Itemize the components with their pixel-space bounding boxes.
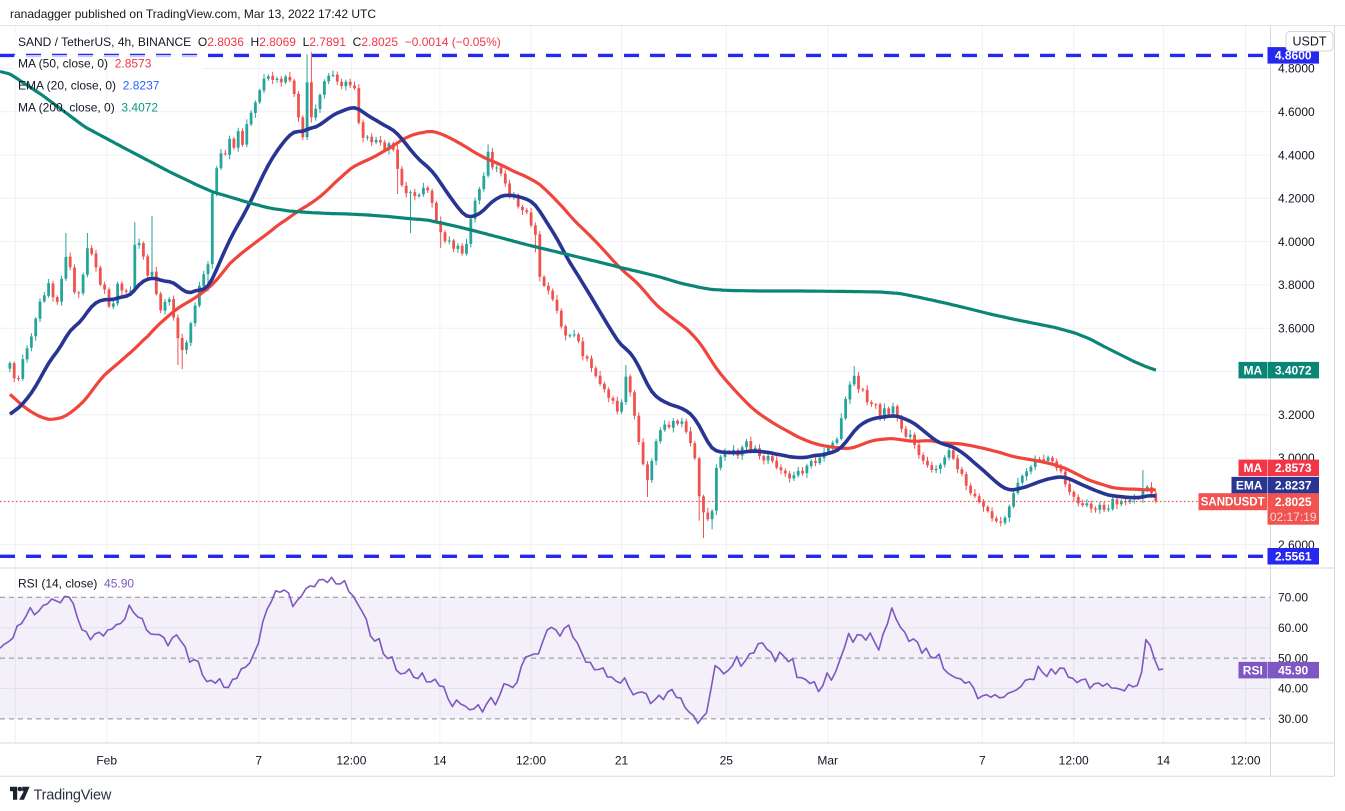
svg-text:2.8025: 2.8025 xyxy=(1275,495,1312,509)
svg-text:25: 25 xyxy=(720,754,734,768)
svg-text:7: 7 xyxy=(255,754,262,768)
svg-text:12:00: 12:00 xyxy=(516,754,546,768)
svg-text:EMA: EMA xyxy=(1236,478,1263,492)
svg-text:TradingView: TradingView xyxy=(34,788,112,804)
svg-text:14: 14 xyxy=(1157,754,1171,768)
svg-text:2.5561: 2.5561 xyxy=(1275,550,1312,564)
svg-text:4.8600: 4.8600 xyxy=(1275,49,1312,63)
svg-text:2.8573: 2.8573 xyxy=(1275,461,1312,475)
svg-text:MA: MA xyxy=(1243,461,1262,475)
svg-text:4.4000: 4.4000 xyxy=(1278,148,1315,162)
svg-text:MA (50, close, 0) 2.8573: MA (50, close, 0) 2.8573 xyxy=(18,57,152,71)
svg-text:ranadagger published on Tradin: ranadagger published on TradingView.com,… xyxy=(10,7,376,21)
svg-text:MA: MA xyxy=(1243,363,1262,377)
svg-text:MA (200, close, 0) 3.4072: MA (200, close, 0) 3.4072 xyxy=(18,101,158,115)
svg-text:3.6000: 3.6000 xyxy=(1278,321,1315,335)
svg-text:30.00: 30.00 xyxy=(1278,712,1308,726)
svg-text:RSI (14, close) 45.90: RSI (14, close) 45.90 xyxy=(18,577,134,591)
svg-text:45.90: 45.90 xyxy=(1278,663,1308,677)
svg-text:4.2000: 4.2000 xyxy=(1278,192,1315,206)
svg-text:4.8000: 4.8000 xyxy=(1278,62,1315,76)
svg-text:Feb: Feb xyxy=(96,754,117,768)
svg-text:EMA (20, close, 0) 2.8237: EMA (20, close, 0) 2.8237 xyxy=(18,79,160,93)
svg-text:Mar: Mar xyxy=(817,754,838,768)
svg-text:12:00: 12:00 xyxy=(1230,754,1260,768)
svg-text:7: 7 xyxy=(979,754,986,768)
svg-text:SANDUSDT: SANDUSDT xyxy=(1201,497,1265,509)
svg-text:4.6000: 4.6000 xyxy=(1278,105,1315,119)
svg-text:12:00: 12:00 xyxy=(336,754,366,768)
svg-text:50.00: 50.00 xyxy=(1278,651,1308,665)
svg-text:4.0000: 4.0000 xyxy=(1278,235,1315,249)
svg-text:02:17:19: 02:17:19 xyxy=(1270,510,1317,524)
svg-text:3.2000: 3.2000 xyxy=(1278,408,1315,422)
svg-text:3.8000: 3.8000 xyxy=(1278,278,1315,292)
svg-text:12:00: 12:00 xyxy=(1059,754,1089,768)
svg-text:SAND / TetherUS, 4h, BINANCE: SAND / TetherUS, 4h, BINANCE O2.8036 H2.… xyxy=(18,35,501,49)
svg-text:3.4072: 3.4072 xyxy=(1275,363,1312,377)
svg-text:21: 21 xyxy=(615,754,629,768)
svg-text:70.00: 70.00 xyxy=(1278,591,1308,605)
svg-text:40.00: 40.00 xyxy=(1278,682,1308,696)
svg-text:60.00: 60.00 xyxy=(1278,621,1308,635)
svg-text:14: 14 xyxy=(433,754,447,768)
svg-text:2.8237: 2.8237 xyxy=(1275,478,1312,492)
svg-text:RSI: RSI xyxy=(1243,663,1263,677)
svg-text:USDT: USDT xyxy=(1292,35,1326,49)
